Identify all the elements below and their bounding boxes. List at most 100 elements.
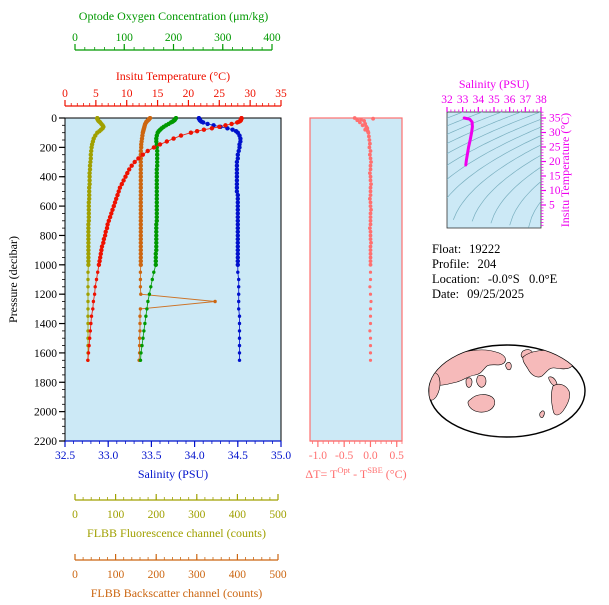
tick-label: 0 [72,509,78,521]
backscatter-point [138,189,143,194]
fluorescence-point [86,200,92,205]
delta-t-point [368,149,373,153]
backscatter-point [138,167,143,172]
fluorescence-point [86,225,91,231]
delta-t-point [368,229,373,234]
salinity-point [234,167,240,172]
temperature-point [132,159,137,165]
salinity-point [234,159,240,165]
salinity-series [196,116,243,362]
backscatter-point [138,225,143,231]
temperature-point [125,170,130,176]
delta-t-point [368,226,372,231]
main-plot-area [64,117,282,442]
fluorescence-axis-title: FLBB Fluorescence channel (counts) [87,526,266,540]
temperature-point [140,152,145,157]
tick-label: 300 [214,32,232,44]
oxygen-point [152,270,156,274]
temperature-point [116,189,121,194]
backscatter-point [138,251,143,256]
oxygen-point [143,321,147,326]
oxygen-point [142,329,146,333]
tick-label: 37 [520,94,532,106]
tick-label: 0.0 [363,450,378,462]
continent-new-zealand [539,410,545,418]
salinity-point [234,189,240,194]
oxygen-point [155,156,160,161]
tick-label: 800 [40,230,58,242]
temperature-point [101,236,107,242]
oxygen-point [155,159,160,165]
backscatter-point [138,174,143,179]
backscatter-point [139,145,144,150]
salinity-point [237,292,241,296]
fluorescence-point [86,203,92,209]
backscatter-point [138,258,143,264]
fluorescence-point [86,233,91,238]
delta-t-point [368,222,373,227]
salinity-point [235,244,240,249]
backscatter-point [138,247,143,253]
temperature-point [91,299,96,304]
oxygen-point [140,343,144,348]
delta-t-title-part: SBE [367,465,383,475]
tick-label: 1200 [34,289,57,301]
density-contour [447,112,484,127]
world-map [428,344,586,438]
backscatter-point [138,236,143,242]
delta-t-point [368,251,373,256]
tick-label: 300 [188,569,206,581]
oxygen-point [138,358,143,362]
backscatter-point [138,240,143,245]
salinity-point [235,229,240,234]
delta-t-point [368,321,373,326]
density-contour [447,112,523,144]
salinity-point [237,329,242,333]
oxygen-point [154,178,159,183]
delta-t-point [368,152,372,157]
temperature-point [223,123,228,128]
fluorescence-point [87,189,92,194]
salinity-point [234,174,240,179]
delta-t-point [359,117,363,122]
delta-t-point [368,244,373,249]
tick-label: 34.5 [228,450,248,462]
fluorescence-point [86,314,90,318]
salinity-point [235,152,240,157]
salinity-point [235,218,240,223]
oxygen-point [155,163,160,168]
density-contour [452,144,541,220]
salinity-point [235,156,240,161]
tick-label: 35 [549,113,561,125]
delta-t-point [369,182,373,187]
tick-label: 400 [229,569,247,581]
density-contour [447,135,541,199]
tick-label: 200 [148,509,166,521]
fluorescence-point [86,285,90,289]
tick-label: 100 [107,569,125,581]
temperature-point [136,156,141,161]
fluorescence-point [86,240,91,245]
tick-label: 10 [121,88,133,100]
temperature-point [102,233,108,238]
salinity-point [235,192,240,198]
backscatter-axis-title: FLBB Backscatter channel (counts) [91,586,263,600]
temperature-point [99,244,105,249]
fluorescence-point [86,270,90,274]
oxygen-point [154,211,159,216]
backscatter-point [138,222,143,227]
salinity-point [235,214,240,220]
backscatter-point [138,229,143,234]
backscatter-point [138,244,143,249]
delta-t-point [368,163,373,168]
delta-t-point [368,285,372,289]
delta-t-point [360,123,365,128]
salinity-point [235,258,240,264]
tick-label: 500 [269,509,287,521]
temperature-point [94,277,99,282]
oxygen-axis: 0 100 200 300 400 Optode Oxygen Concentration… [72,9,281,51]
fluorescence-point [87,163,93,168]
tick-label: 400 [263,32,281,44]
oxygen-point [149,285,153,289]
salinity-point [235,225,240,231]
